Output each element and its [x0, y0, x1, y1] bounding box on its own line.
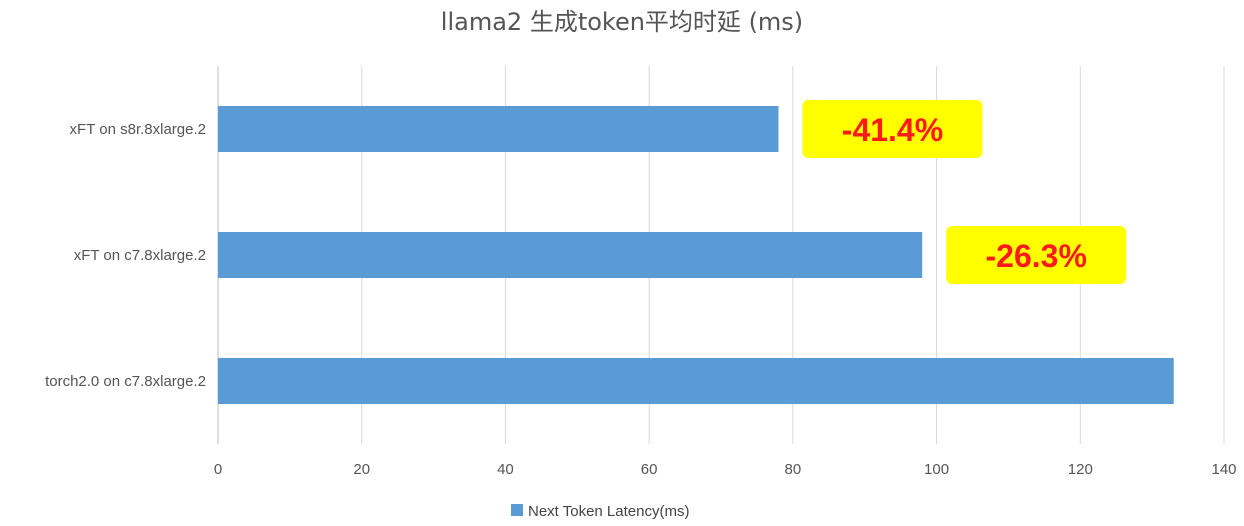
x-tick-label-140: 140 — [1211, 461, 1236, 478]
x-tick-label-40: 40 — [497, 461, 514, 478]
bar-layer — [218, 106, 1174, 404]
legend: Next Token Latency(ms) — [511, 503, 689, 520]
x-axis-ticks: 0 20 40 60 80 100 120 140 — [214, 461, 1237, 478]
x-tick-label-80: 80 — [785, 461, 802, 478]
callout-text-2: -26.3% — [986, 238, 1087, 274]
callout-box-2 — [946, 226, 1127, 284]
category-label-2: xFT on c7.8xlarge.2 — [74, 247, 206, 264]
bar-2 — [218, 232, 923, 278]
bar-3 — [218, 358, 1174, 404]
category-label-1: xFT on s8r.8xlarge.2 — [70, 121, 206, 138]
x-tick-label-0: 0 — [214, 461, 222, 478]
x-tick-label-100: 100 — [924, 461, 949, 478]
legend-label: Next Token Latency(ms) — [528, 503, 689, 520]
x-tick-label-60: 60 — [641, 461, 658, 478]
chart-title: llama2 生成token平均时延 (ms) — [441, 8, 803, 36]
x-tick-label-20: 20 — [353, 461, 370, 478]
annotations: -41.4% -26.3% — [802, 100, 1127, 284]
category-label-3: torch2.0 on c7.8xlarge.2 — [45, 373, 206, 390]
callout-box-1 — [802, 100, 983, 158]
bar-1 — [218, 106, 779, 152]
category-labels: xFT on s8r.8xlarge.2 xFT on c7.8xlarge.2 t… — [45, 121, 206, 390]
legend-swatch — [511, 504, 523, 516]
callout-text-1: -41.4% — [842, 112, 943, 148]
x-tick-label-120: 120 — [1068, 461, 1093, 478]
